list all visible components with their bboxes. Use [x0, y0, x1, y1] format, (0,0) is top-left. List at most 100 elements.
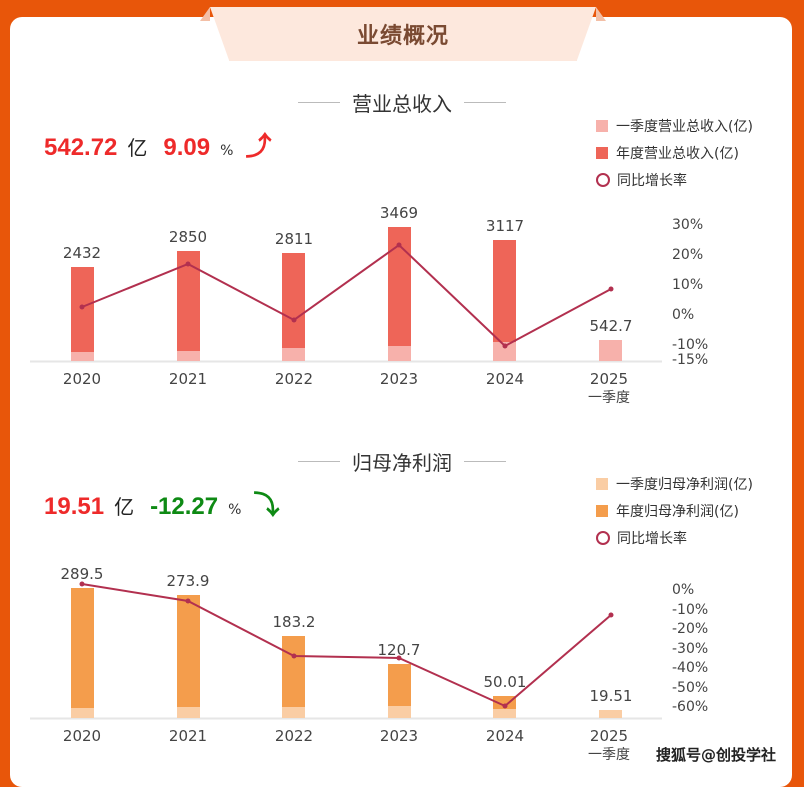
point[interactable] [502, 703, 508, 709]
x-label: 2020 [63, 370, 101, 388]
value-label: 273.9 [167, 572, 210, 590]
legend-item-growth-rate[interactable]: 同比增长率 [596, 166, 753, 193]
profit-section-title: 归母净利润 [0, 447, 804, 476]
bar-2024[interactable] [493, 240, 516, 361]
x-label: 2023 [380, 727, 418, 745]
point[interactable] [396, 655, 402, 661]
point[interactable] [79, 581, 85, 587]
bar-2021[interactable] [177, 595, 200, 718]
qbar-2023[interactable] [388, 706, 411, 718]
right-axis-ticks: 0% -10% -20% -30% -40% -50% -60% [672, 582, 708, 715]
divider [298, 461, 340, 462]
arrow-up-icon: ⤴ [245, 132, 272, 162]
value-label: 120.7 [378, 641, 421, 659]
revenue-title-text: 营业总收入 [352, 92, 452, 116]
tick: 0% [672, 307, 694, 323]
bar-2020[interactable] [71, 267, 94, 361]
legend-item-quarter-revenue[interactable]: 一季度营业总收入(亿) [596, 112, 753, 139]
x-label: 2021 [169, 370, 207, 388]
tick: -15% [672, 352, 708, 368]
legend-item-growth-rate[interactable]: 同比增长率 [596, 524, 753, 551]
legend-item-annual-revenue[interactable]: 年度营业总收入(亿) [596, 139, 753, 166]
x-sublabel: 一季度 [588, 747, 630, 763]
profit-value: 19.51 [44, 493, 105, 520]
qbar-2025[interactable] [599, 710, 622, 718]
tick: 0% [672, 582, 694, 598]
legend-swatch-icon [596, 504, 608, 517]
annual-bars [71, 227, 516, 361]
qbar-2020[interactable] [71, 352, 94, 361]
legend-swatch-icon [596, 119, 608, 132]
point[interactable] [291, 653, 297, 659]
legend-item-annual-profit[interactable]: 年度归母净利润(亿) [596, 497, 753, 524]
revenue-chart: 2432 2850 2811 3469 3117 542.7 30% 20% 1… [30, 204, 708, 406]
x-label: 2024 [486, 370, 524, 388]
qbar-2020[interactable] [71, 708, 94, 718]
value-label: 19.51 [590, 687, 633, 705]
bar-2023[interactable] [388, 664, 411, 718]
bar-2022[interactable] [282, 253, 305, 361]
annual-bars [71, 588, 516, 718]
tick: -20% [672, 621, 708, 637]
qbar-2024[interactable] [493, 709, 516, 718]
revenue-growth-unit: % [220, 143, 234, 159]
banner-ribbon: 业绩概况 [210, 7, 596, 61]
bar-2021[interactable] [177, 251, 200, 361]
point[interactable] [79, 304, 85, 310]
growth-points [79, 242, 614, 349]
revenue-unit: 亿 [127, 136, 148, 160]
x-label: 2023 [380, 370, 418, 388]
point[interactable] [185, 598, 191, 604]
legend-swatch-icon [596, 146, 608, 159]
profit-growth: -12.27 [150, 493, 219, 520]
tick: 10% [672, 277, 703, 293]
x-label: 2025 [590, 370, 628, 388]
qbar-2022[interactable] [282, 348, 305, 361]
qbar-2021[interactable] [177, 707, 200, 718]
x-label: 2022 [275, 727, 313, 745]
point[interactable] [291, 317, 297, 323]
x-axis-labels: 2020 2021 2022 2023 2024 2025 一季度 [63, 727, 630, 763]
banner-ear-right [596, 7, 606, 21]
tick: -50% [672, 680, 708, 696]
revenue-kpi: 542.72 亿 9.09 % ⤴ [44, 126, 271, 163]
x-label: 2020 [63, 727, 101, 745]
tick: -30% [672, 641, 708, 657]
bar-2023[interactable] [388, 227, 411, 361]
legend-circle-icon [596, 530, 610, 545]
growth-points [79, 581, 614, 709]
point[interactable] [608, 286, 614, 292]
tick: -60% [672, 699, 708, 715]
legend-label: 一季度归母净利润(亿) [616, 476, 753, 493]
legend-label: 一季度营业总收入(亿) [616, 118, 753, 135]
point[interactable] [608, 612, 614, 618]
divider [298, 102, 340, 103]
legend-label: 年度营业总收入(亿) [616, 145, 739, 162]
value-label: 183.2 [273, 613, 316, 631]
qbar-2022[interactable] [282, 707, 305, 718]
value-label: 289.5 [61, 565, 104, 583]
qbar-2023[interactable] [388, 346, 411, 361]
x-axis-labels: 2020 2021 2022 2023 2024 2025 一季度 [63, 370, 630, 406]
profit-unit: 亿 [114, 495, 135, 519]
quarter-bars [71, 706, 622, 718]
legend-label: 同比增长率 [617, 172, 687, 189]
x-label: 2024 [486, 727, 524, 745]
point[interactable] [396, 242, 402, 248]
point[interactable] [502, 343, 508, 349]
bar-2022[interactable] [282, 636, 305, 718]
arrow-down-icon: ⤵ [253, 491, 280, 521]
qbar-2021[interactable] [177, 351, 200, 361]
bar-2020[interactable] [71, 588, 94, 718]
value-label: 2850 [169, 228, 207, 246]
watermark: 搜狐号@创投学社 [656, 746, 777, 764]
profit-legend: 一季度归母净利润(亿) 年度归母净利润(亿) 同比增长率 [596, 470, 753, 551]
legend-item-quarter-profit[interactable]: 一季度归母净利润(亿) [596, 470, 753, 497]
point[interactable] [185, 261, 191, 267]
right-axis-ticks: 30% 20% 10% 0% -10% -15% [672, 217, 708, 368]
revenue-section-title: 营业总收入 [0, 88, 804, 117]
qbar-2025[interactable] [599, 340, 622, 361]
qbar-2024[interactable] [493, 342, 516, 361]
profit-growth-unit: % [228, 502, 242, 518]
legend-swatch-icon [596, 477, 608, 490]
